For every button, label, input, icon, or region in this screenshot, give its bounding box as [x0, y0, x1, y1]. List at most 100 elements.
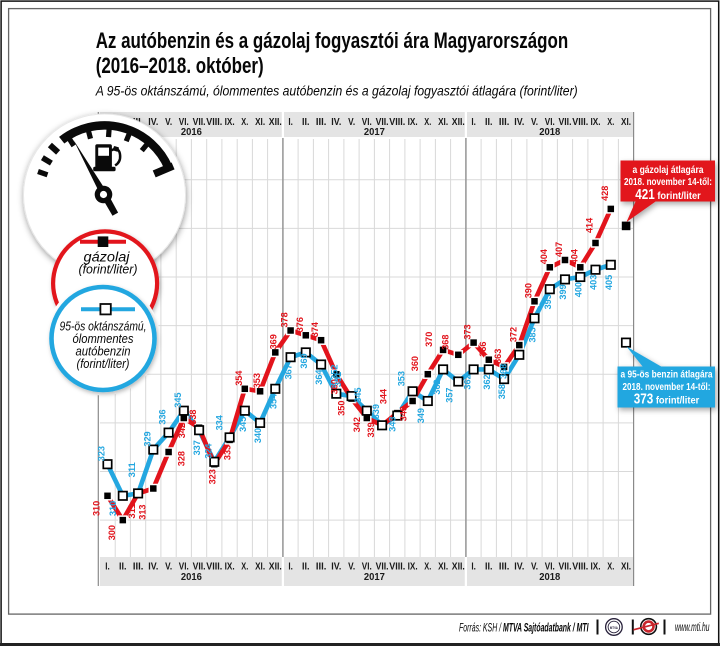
svg-text:344: 344	[377, 388, 388, 404]
svg-text:VI.: VI.	[179, 562, 189, 573]
svg-text:405: 405	[603, 275, 614, 290]
svg-text:364: 364	[313, 369, 324, 385]
svg-text:311: 311	[126, 462, 137, 477]
svg-text:IV.: IV.	[331, 562, 341, 573]
svg-text:2018: 2018	[539, 572, 560, 583]
svg-text:XI.: XI.	[255, 562, 265, 573]
svg-text:373 forint/liter: 373 forint/liter	[634, 391, 700, 408]
svg-text:IX.: IX.	[408, 562, 418, 573]
svg-text:VIII.: VIII.	[389, 562, 405, 573]
svg-text:VII.: VII.	[376, 117, 389, 128]
svg-text:334: 334	[214, 414, 225, 430]
svg-text:374: 374	[309, 321, 320, 337]
svg-text:I.: I.	[471, 562, 476, 573]
svg-text:autóbenzin: autóbenzin	[76, 344, 131, 359]
svg-text:2016: 2016	[181, 572, 202, 583]
svg-text:360: 360	[409, 356, 420, 371]
svg-text:VII.: VII.	[376, 562, 389, 573]
svg-text:310: 310	[107, 501, 118, 516]
svg-text:2018. november 14-től:: 2018. november 14-től:	[624, 177, 712, 188]
svg-text:XI.: XI.	[621, 117, 631, 128]
svg-text:352: 352	[328, 365, 339, 380]
svg-text:378: 378	[279, 312, 290, 327]
svg-text:362: 362	[481, 374, 492, 389]
svg-text:VI.: VI.	[545, 562, 555, 573]
svg-text:367: 367	[283, 364, 294, 379]
svg-text:I.: I.	[288, 562, 293, 573]
svg-text:354: 354	[267, 393, 278, 409]
svg-text:II.: II.	[119, 562, 127, 573]
svg-text:ólommentes: ólommentes	[73, 331, 135, 346]
svg-text:III.: III.	[499, 562, 510, 573]
svg-text:390: 390	[523, 283, 534, 298]
svg-text:368: 368	[497, 364, 508, 379]
svg-text:a gázolaj átlagára: a gázolaj átlagára	[633, 165, 704, 176]
svg-text:IV.: IV.	[148, 117, 158, 128]
svg-text:(2016–2018. október): (2016–2018. október)	[96, 53, 264, 78]
svg-text:VII.: VII.	[559, 117, 572, 128]
svg-text:373: 373	[462, 324, 473, 339]
svg-text:VII.: VII.	[193, 562, 206, 573]
svg-text:313: 313	[136, 505, 147, 520]
svg-text:VII.: VII.	[193, 117, 206, 128]
svg-text:VIII.: VIII.	[206, 562, 222, 573]
svg-text:VI.: VI.	[179, 117, 189, 128]
svg-text:339: 339	[365, 422, 376, 437]
svg-text:I.: I.	[471, 117, 476, 128]
svg-text:X.: X.	[424, 562, 431, 573]
svg-text:III.: III.	[133, 562, 144, 573]
svg-text:395: 395	[542, 294, 553, 309]
svg-text:V.: V.	[531, 117, 538, 128]
svg-text:X.: X.	[424, 117, 431, 128]
svg-text:2016: 2016	[181, 127, 202, 138]
svg-text:IX.: IX.	[225, 117, 235, 128]
svg-text:VIII.: VIII.	[572, 117, 588, 128]
svg-text:362: 362	[431, 379, 442, 394]
svg-text:337: 337	[191, 440, 202, 455]
svg-text:2018. november 14-től:: 2018. november 14-től:	[623, 382, 711, 393]
svg-text:IX.: IX.	[591, 562, 601, 573]
svg-text:339: 339	[370, 404, 381, 419]
svg-text:IX.: IX.	[408, 117, 418, 128]
svg-text:349: 349	[415, 408, 426, 423]
svg-text:372: 372	[507, 327, 518, 342]
svg-text:354: 354	[233, 370, 244, 386]
svg-text:VII.: VII.	[559, 562, 572, 573]
svg-text:III.: III.	[499, 117, 510, 128]
svg-text:X.: X.	[241, 562, 248, 573]
svg-text:X.: X.	[607, 117, 614, 128]
svg-text:a 95-ös benzin átlagára: a 95-ös benzin átlagára	[621, 370, 713, 381]
svg-text:IV.: IV.	[514, 117, 524, 128]
svg-text:360: 360	[328, 379, 339, 394]
svg-text:338: 338	[187, 410, 198, 425]
svg-text:XI.: XI.	[438, 117, 448, 128]
svg-text:366: 366	[477, 342, 488, 357]
svg-text:323: 323	[206, 469, 217, 484]
svg-text:310: 310	[91, 501, 102, 516]
svg-text:V.: V.	[531, 562, 538, 573]
svg-text:329: 329	[141, 431, 152, 446]
svg-text:(forint/liter): (forint/liter)	[79, 262, 138, 277]
svg-text:370: 370	[423, 332, 434, 347]
svg-text:358: 358	[496, 384, 507, 399]
svg-text:345: 345	[352, 388, 363, 403]
svg-text:311: 311	[126, 503, 137, 518]
svg-text:XI.: XI.	[621, 562, 631, 573]
svg-text:376: 376	[294, 317, 305, 332]
svg-text:404: 404	[538, 248, 549, 264]
svg-text:400: 400	[572, 282, 583, 297]
svg-text:349: 349	[398, 406, 409, 421]
svg-text:IV.: IV.	[148, 562, 158, 573]
svg-text:IX.: IX.	[225, 562, 235, 573]
svg-text:363: 363	[492, 349, 503, 364]
svg-text:2018: 2018	[539, 127, 560, 138]
svg-text:XII.: XII.	[269, 117, 282, 128]
svg-text:336: 336	[157, 409, 168, 424]
svg-text:350: 350	[336, 401, 347, 416]
svg-text:IV.: IV.	[331, 117, 341, 128]
svg-text:428: 428	[599, 186, 610, 201]
svg-text:XI.: XI.	[255, 117, 265, 128]
svg-text:95-ös oktánszámú,: 95-ös oktánszámú,	[60, 319, 147, 334]
svg-text:Forrás: KSH / MTVA Sajtóadatba: Forrás: KSH / MTVA Sajtóadatbank / MTI	[459, 621, 589, 635]
svg-text:XI.: XI.	[438, 562, 448, 573]
